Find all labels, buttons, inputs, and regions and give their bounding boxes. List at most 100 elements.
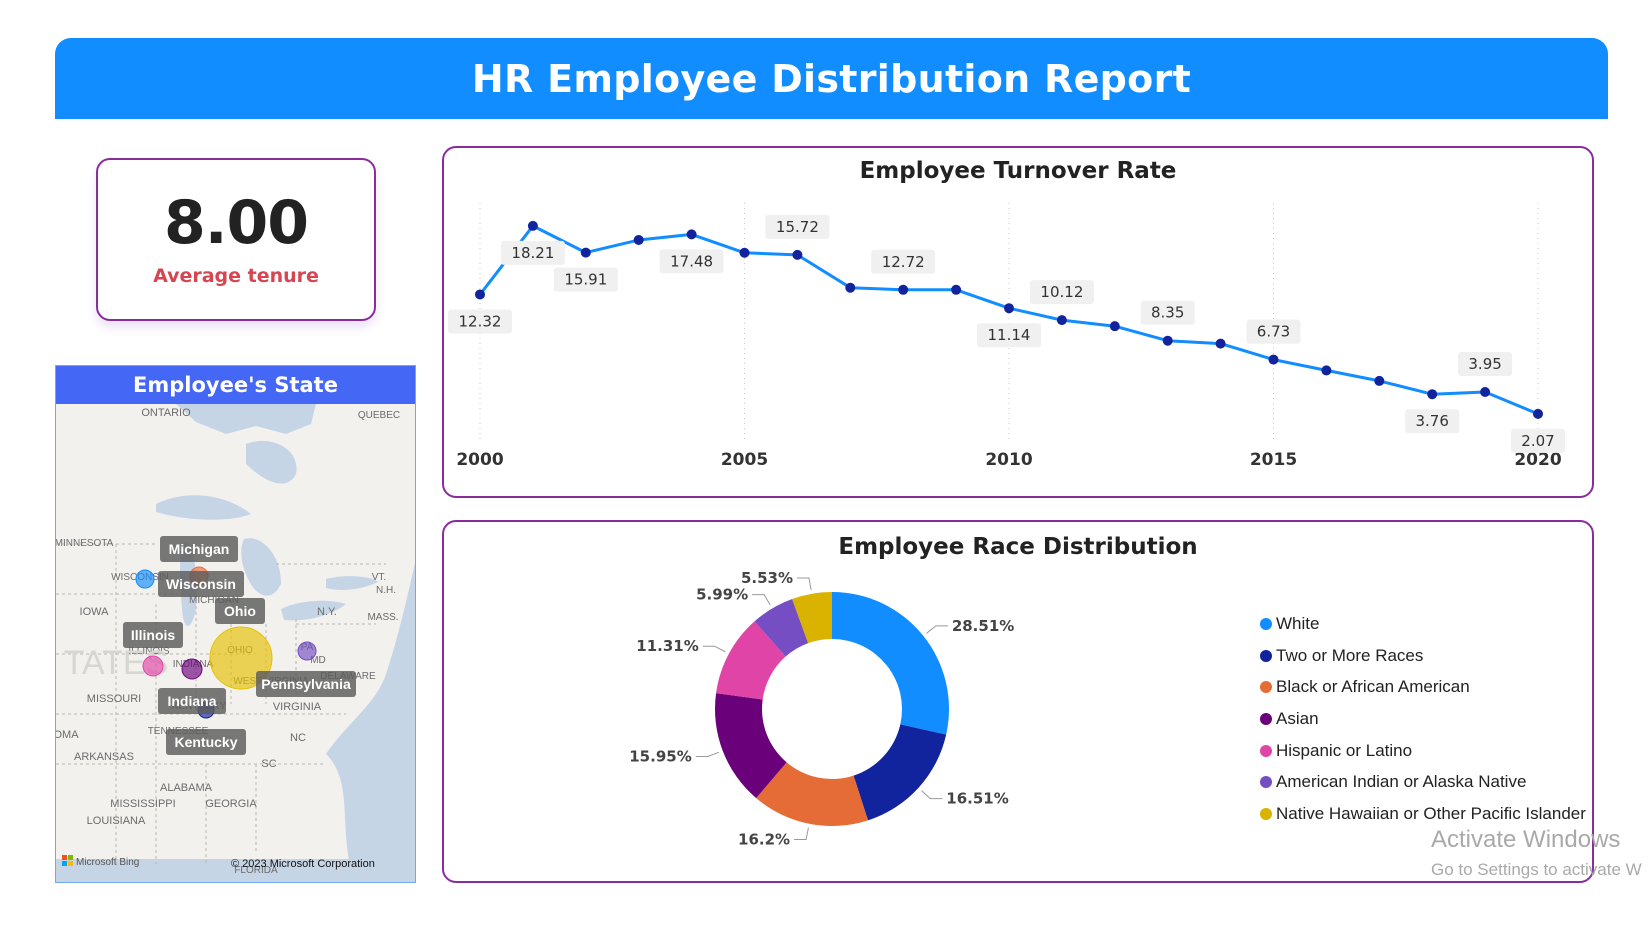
donut-slice-white[interactable]	[832, 592, 949, 735]
legend-dot-icon	[1260, 776, 1272, 789]
turnover-point[interactable]	[475, 289, 485, 300]
state-label-kentucky: Kentucky	[174, 734, 237, 750]
turnover-point[interactable]	[739, 247, 750, 258]
data-label-box	[1405, 409, 1460, 434]
turnover-point[interactable]	[1215, 338, 1226, 349]
donut-data-label: 15.95%	[629, 747, 691, 765]
state-label-wisconsin: Wisconsin	[166, 576, 236, 592]
turnover-point[interactable]	[1533, 408, 1543, 419]
bing-logo-square	[68, 855, 73, 860]
state-bubble-wisconsin[interactable]	[135, 569, 155, 589]
legend-item[interactable]: American Indian or Alaska Native	[1260, 766, 1586, 798]
lake-superior	[246, 440, 297, 484]
turnover-point[interactable]	[792, 249, 803, 260]
turnover-data-label: 3.76	[1415, 412, 1448, 430]
bing-logo-square	[62, 855, 67, 860]
donut-slice-two-or-more-races[interactable]	[853, 724, 947, 821]
legend-item[interactable]: White	[1260, 608, 1586, 640]
turnover-point[interactable]	[1427, 389, 1438, 400]
turnover-point[interactable]	[1004, 303, 1014, 314]
average-tenure-card[interactable]: 8.00 Average tenure	[96, 158, 376, 321]
state-label-box	[123, 622, 183, 648]
average-tenure-value: 8.00	[163, 187, 309, 258]
data-label-box	[659, 249, 724, 274]
map-place-label: VT.	[372, 572, 386, 583]
turnover-point[interactable]	[845, 282, 856, 293]
map-place-label: FLORIDA	[234, 865, 278, 876]
legend-dot-icon	[1260, 712, 1272, 725]
state-label-box	[158, 688, 226, 714]
donut-leader-line	[695, 751, 720, 757]
report-title: HR Employee Distribution Report	[471, 56, 1192, 101]
legend-label: White	[1276, 613, 1320, 633]
legend-item[interactable]: Two or More Races	[1260, 640, 1586, 672]
turnover-point[interactable]	[951, 284, 962, 295]
turnover-data-label: 12.72	[882, 253, 925, 271]
donut-data-label: 5.99%	[696, 586, 748, 604]
legend-item[interactable]: Hispanic or Latino	[1260, 735, 1586, 767]
map-place-label: N.H.	[376, 585, 396, 596]
data-label-box	[871, 249, 936, 274]
donut-slice-american-indian-or-alaska-native[interactable]	[754, 598, 809, 657]
turnover-data-label: 18.21	[511, 244, 554, 262]
map-place-label: MISSISSIPPI	[110, 798, 175, 810]
map-place-label: IOWA	[80, 606, 110, 618]
turnover-point[interactable]	[1480, 386, 1491, 397]
map-place-label: VIRGINIA	[273, 701, 322, 713]
legend-dot-icon	[1260, 617, 1272, 630]
map-place-label: ALABAMA	[160, 782, 213, 794]
map-place-label: LOUISIANA	[87, 815, 146, 827]
legend-label: American Indian or Alaska Native	[1276, 772, 1527, 792]
turnover-point[interactable]	[1162, 335, 1173, 346]
donut-leader-line	[926, 625, 948, 634]
map-place-label: ONTARIO	[141, 407, 191, 419]
race-chart-title: Employee Race Distribution	[838, 534, 1198, 560]
race-distribution-panel[interactable]: Employee Race Distribution 28.51% 16.51% 1…	[442, 520, 1594, 883]
legend-dot-icon	[1260, 807, 1272, 820]
state-bubble-pennsylvania[interactable]	[297, 641, 317, 661]
turnover-chart-title: Employee Turnover Rate	[859, 158, 1177, 184]
donut-leader-line	[797, 577, 812, 590]
donut-slice-native-hawaiian-or-other-pacific-islander[interactable]	[792, 592, 832, 644]
employee-state-map-card[interactable]: Employee's State ONT	[55, 365, 416, 883]
legend-label: Black or African American	[1276, 677, 1470, 697]
map-copyright: © 2023 Microsoft Corporation	[231, 858, 375, 870]
turnover-point[interactable]	[1056, 315, 1067, 326]
data-label-box	[1029, 280, 1094, 305]
turnover-point[interactable]	[898, 284, 909, 295]
donut-slice-black-or-african-american[interactable]	[756, 762, 869, 827]
state-label-michigan: Michigan	[169, 541, 230, 557]
legend-item[interactable]: Black or African American	[1260, 671, 1586, 703]
turnover-point[interactable]	[686, 229, 697, 240]
turnover-line-chart[interactable]: 2000 2005 2010 2015 2020 12.32 18.21 15.91 17.48…	[444, 148, 1596, 500]
lake-ontario	[326, 576, 378, 590]
donut-data-label: 16.51%	[946, 790, 1008, 808]
lake-huron	[241, 538, 281, 596]
donut-slice-hispanic-or-latino[interactable]	[716, 621, 786, 700]
turnover-point[interactable]	[1268, 354, 1279, 365]
donut-data-label: 16.2%	[738, 830, 790, 848]
race-donut-chart[interactable]: 28.51% 16.51% 16.2% 15.95% 11.31% 5.99%5.53%	[444, 522, 1204, 885]
watermark-title: Activate Windows	[1431, 826, 1621, 853]
data-label-box	[1246, 319, 1301, 344]
turnover-rate-panel[interactable]: Employee Turnover Rate 2000 2005 2010 2015 2…	[442, 146, 1594, 498]
turnover-point[interactable]	[527, 220, 538, 231]
state-label-indiana: Indiana	[167, 693, 216, 709]
donut-slice-asian[interactable]	[715, 693, 787, 799]
map-place-label: SC	[261, 758, 276, 770]
x-tick-label: 2015	[1250, 450, 1297, 470]
legend-item[interactable]: Asian	[1260, 703, 1586, 735]
legend-label: Hispanic or Latino	[1276, 740, 1413, 760]
turnover-point[interactable]	[633, 234, 644, 245]
turnover-point[interactable]	[1374, 375, 1385, 386]
turnover-data-label: 10.12	[1040, 283, 1083, 301]
turnover-point[interactable]	[580, 247, 591, 258]
turnover-point[interactable]	[1109, 321, 1120, 332]
state-bubble-indiana[interactable]	[181, 658, 203, 680]
employee-state-map[interactable]: ONTARIOQUEBECMINNESOTAWISCONSINMICHIGANI…	[56, 404, 416, 883]
turnover-point[interactable]	[1321, 365, 1332, 376]
legend-item[interactable]: Native Hawaiian or Other Pacific Islande…	[1260, 798, 1586, 830]
state-bubble-illinois[interactable]	[142, 655, 164, 677]
legend-dot-icon	[1260, 649, 1272, 662]
donut-data-label: 28.51%	[952, 617, 1014, 635]
